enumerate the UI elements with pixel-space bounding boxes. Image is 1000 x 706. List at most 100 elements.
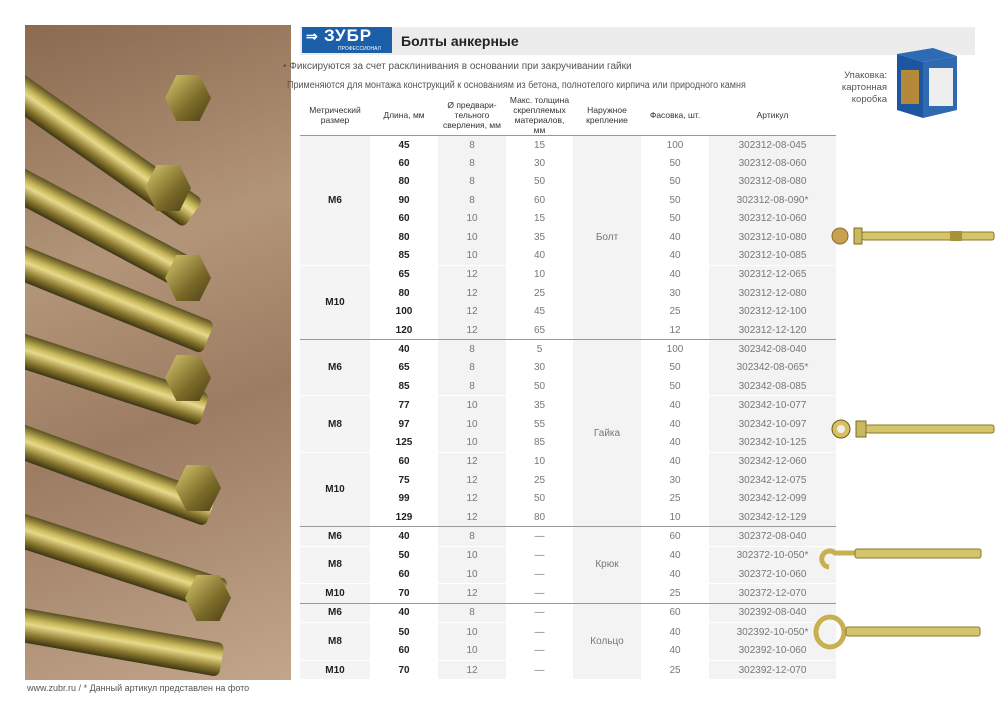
max-thickness-cell: 35	[506, 227, 573, 247]
pack-qty-cell: 100	[641, 135, 709, 155]
length-cell: 45	[370, 135, 438, 155]
max-thickness-cell: 5	[506, 339, 573, 359]
table-row: 60 8 30 50 302312-08-060	[300, 154, 836, 173]
fastening-cell: Болт	[573, 134, 641, 340]
max-thickness-cell: 80	[506, 507, 573, 527]
length-cell: 70	[370, 583, 438, 604]
article-cell: 302312-10-085	[709, 246, 836, 266]
article-cell: 302372-12-070	[709, 583, 836, 604]
length-cell: 125	[370, 433, 438, 453]
pack-qty-cell: 100	[641, 339, 709, 359]
length-cell: 85	[370, 246, 438, 266]
pack-qty-cell: 10	[641, 507, 709, 527]
article-cell: 302312-12-100	[709, 302, 836, 321]
article-cell: 302342-08-085	[709, 377, 836, 396]
pack-qty-cell: 40	[641, 545, 709, 565]
pack-qty-cell: 50	[641, 377, 709, 396]
drill-diameter-cell: 12	[438, 284, 506, 303]
length-cell: 40	[370, 602, 438, 623]
table-row: 80 8 50 50 302312-08-080	[300, 172, 836, 192]
max-thickness-cell: 55	[506, 414, 573, 434]
table-row: M6 40 8 5 Гайка 100 302342-08-040	[300, 339, 836, 527]
drill-diameter-cell: 10	[438, 641, 506, 661]
pack-qty-cell: 50	[641, 191, 709, 210]
drill-diameter-cell: 10	[438, 622, 506, 642]
max-thickness-cell: —	[506, 602, 573, 623]
product-table: Метрический размер Длина, мм Ø предвари-те…	[300, 95, 836, 680]
drill-diameter-cell: 12	[438, 302, 506, 321]
article-cell: 302312-08-045	[709, 135, 836, 155]
metric-size-cell: M8	[300, 622, 370, 661]
article-cell: 302342-10-077	[709, 395, 836, 415]
pack-qty-cell: 50	[641, 209, 709, 228]
product-photo	[25, 25, 291, 680]
fastening-cell: Кольцо	[573, 602, 641, 680]
max-thickness-cell: —	[506, 564, 573, 584]
max-thickness-cell: 15	[506, 209, 573, 228]
pack-qty-cell: 50	[641, 154, 709, 173]
max-thickness-cell: 50	[506, 377, 573, 396]
table-row: 85 8 50 50 302342-08-085	[300, 377, 836, 396]
length-cell: 60	[370, 451, 438, 472]
article-cell: 302342-10-097	[709, 414, 836, 434]
pack-qty-cell: 50	[641, 172, 709, 192]
article-cell: 302312-12-120	[709, 320, 836, 340]
max-thickness-cell: 50	[506, 172, 573, 192]
pack-qty-cell: 40	[641, 246, 709, 266]
column-header: Наружное крепление	[573, 95, 641, 136]
metric-size-cell: M6	[300, 602, 370, 623]
table-row: 85 10 40 40 302312-10-085	[300, 246, 836, 266]
table-row: M10 70 12— 25 302372-12-070	[300, 583, 836, 604]
pack-qty-cell: 25	[641, 302, 709, 321]
max-thickness-cell: —	[506, 641, 573, 661]
drill-diameter-cell: 8	[438, 339, 506, 359]
column-header: Фасовка, шт.	[641, 95, 709, 136]
table-row: M6 45 8 15 Болт 100 302312-08-045	[300, 134, 836, 340]
length-cell: 100	[370, 302, 438, 321]
article-cell: 302392-08-040	[709, 602, 836, 623]
footnote: * Данный артикул представлен на фото	[83, 683, 250, 693]
length-cell: 60	[370, 209, 438, 228]
length-cell: 40	[370, 339, 438, 359]
article-cell: 302312-10-060	[709, 209, 836, 228]
length-cell: 85	[370, 377, 438, 396]
pack-qty-cell: 40	[641, 451, 709, 472]
max-thickness-cell: 30	[506, 154, 573, 173]
article-cell: 302312-10-080	[709, 227, 836, 247]
pack-qty-cell: 40	[641, 227, 709, 247]
article-cell: 302312-08-080	[709, 172, 836, 192]
article-cell: 302342-10-125	[709, 433, 836, 453]
website-link[interactable]: www.zubr.ru	[27, 683, 77, 693]
max-thickness-cell: 25	[506, 284, 573, 303]
table-row: 60 10 15 50 302312-10-060	[300, 209, 836, 228]
max-thickness-cell: —	[506, 545, 573, 565]
max-thickness-cell: —	[506, 526, 573, 547]
pack-qty-cell: 40	[641, 641, 709, 661]
metric-size-cell: M6	[300, 135, 370, 266]
table-row: 65 8 30 50 302342-08-065*	[300, 358, 836, 378]
length-cell: 80	[370, 227, 438, 247]
pack-qty-cell: 40	[641, 622, 709, 642]
drill-diameter-cell: 8	[438, 377, 506, 396]
length-cell: 60	[370, 641, 438, 661]
drill-diameter-cell: 10	[438, 414, 506, 434]
anchor-ring-image	[813, 614, 981, 650]
length-cell: 50	[370, 622, 438, 642]
pack-qty-cell: 25	[641, 489, 709, 508]
column-header: Метрический размер	[300, 95, 370, 136]
max-thickness-cell: 30	[506, 358, 573, 378]
article-cell: 302342-12-129	[709, 507, 836, 527]
pack-qty-cell: 30	[641, 471, 709, 490]
table-row: M8 77 10 35 40 302342-10-077	[300, 395, 836, 453]
article-cell: 302372-10-060	[709, 564, 836, 584]
packaging-label: Упаковка: картонная коробка	[841, 70, 887, 105]
description: Применяются для монтажа конструкций к ос…	[287, 80, 746, 91]
pack-qty-cell: 40	[641, 414, 709, 434]
drill-diameter-cell: 10	[438, 227, 506, 247]
header-bar	[300, 27, 975, 55]
drill-diameter-cell: 12	[438, 659, 506, 680]
length-cell: 99	[370, 489, 438, 508]
length-cell: 80	[370, 172, 438, 192]
pack-qty-cell: 40	[641, 395, 709, 415]
pack-qty-cell: 40	[641, 264, 709, 285]
